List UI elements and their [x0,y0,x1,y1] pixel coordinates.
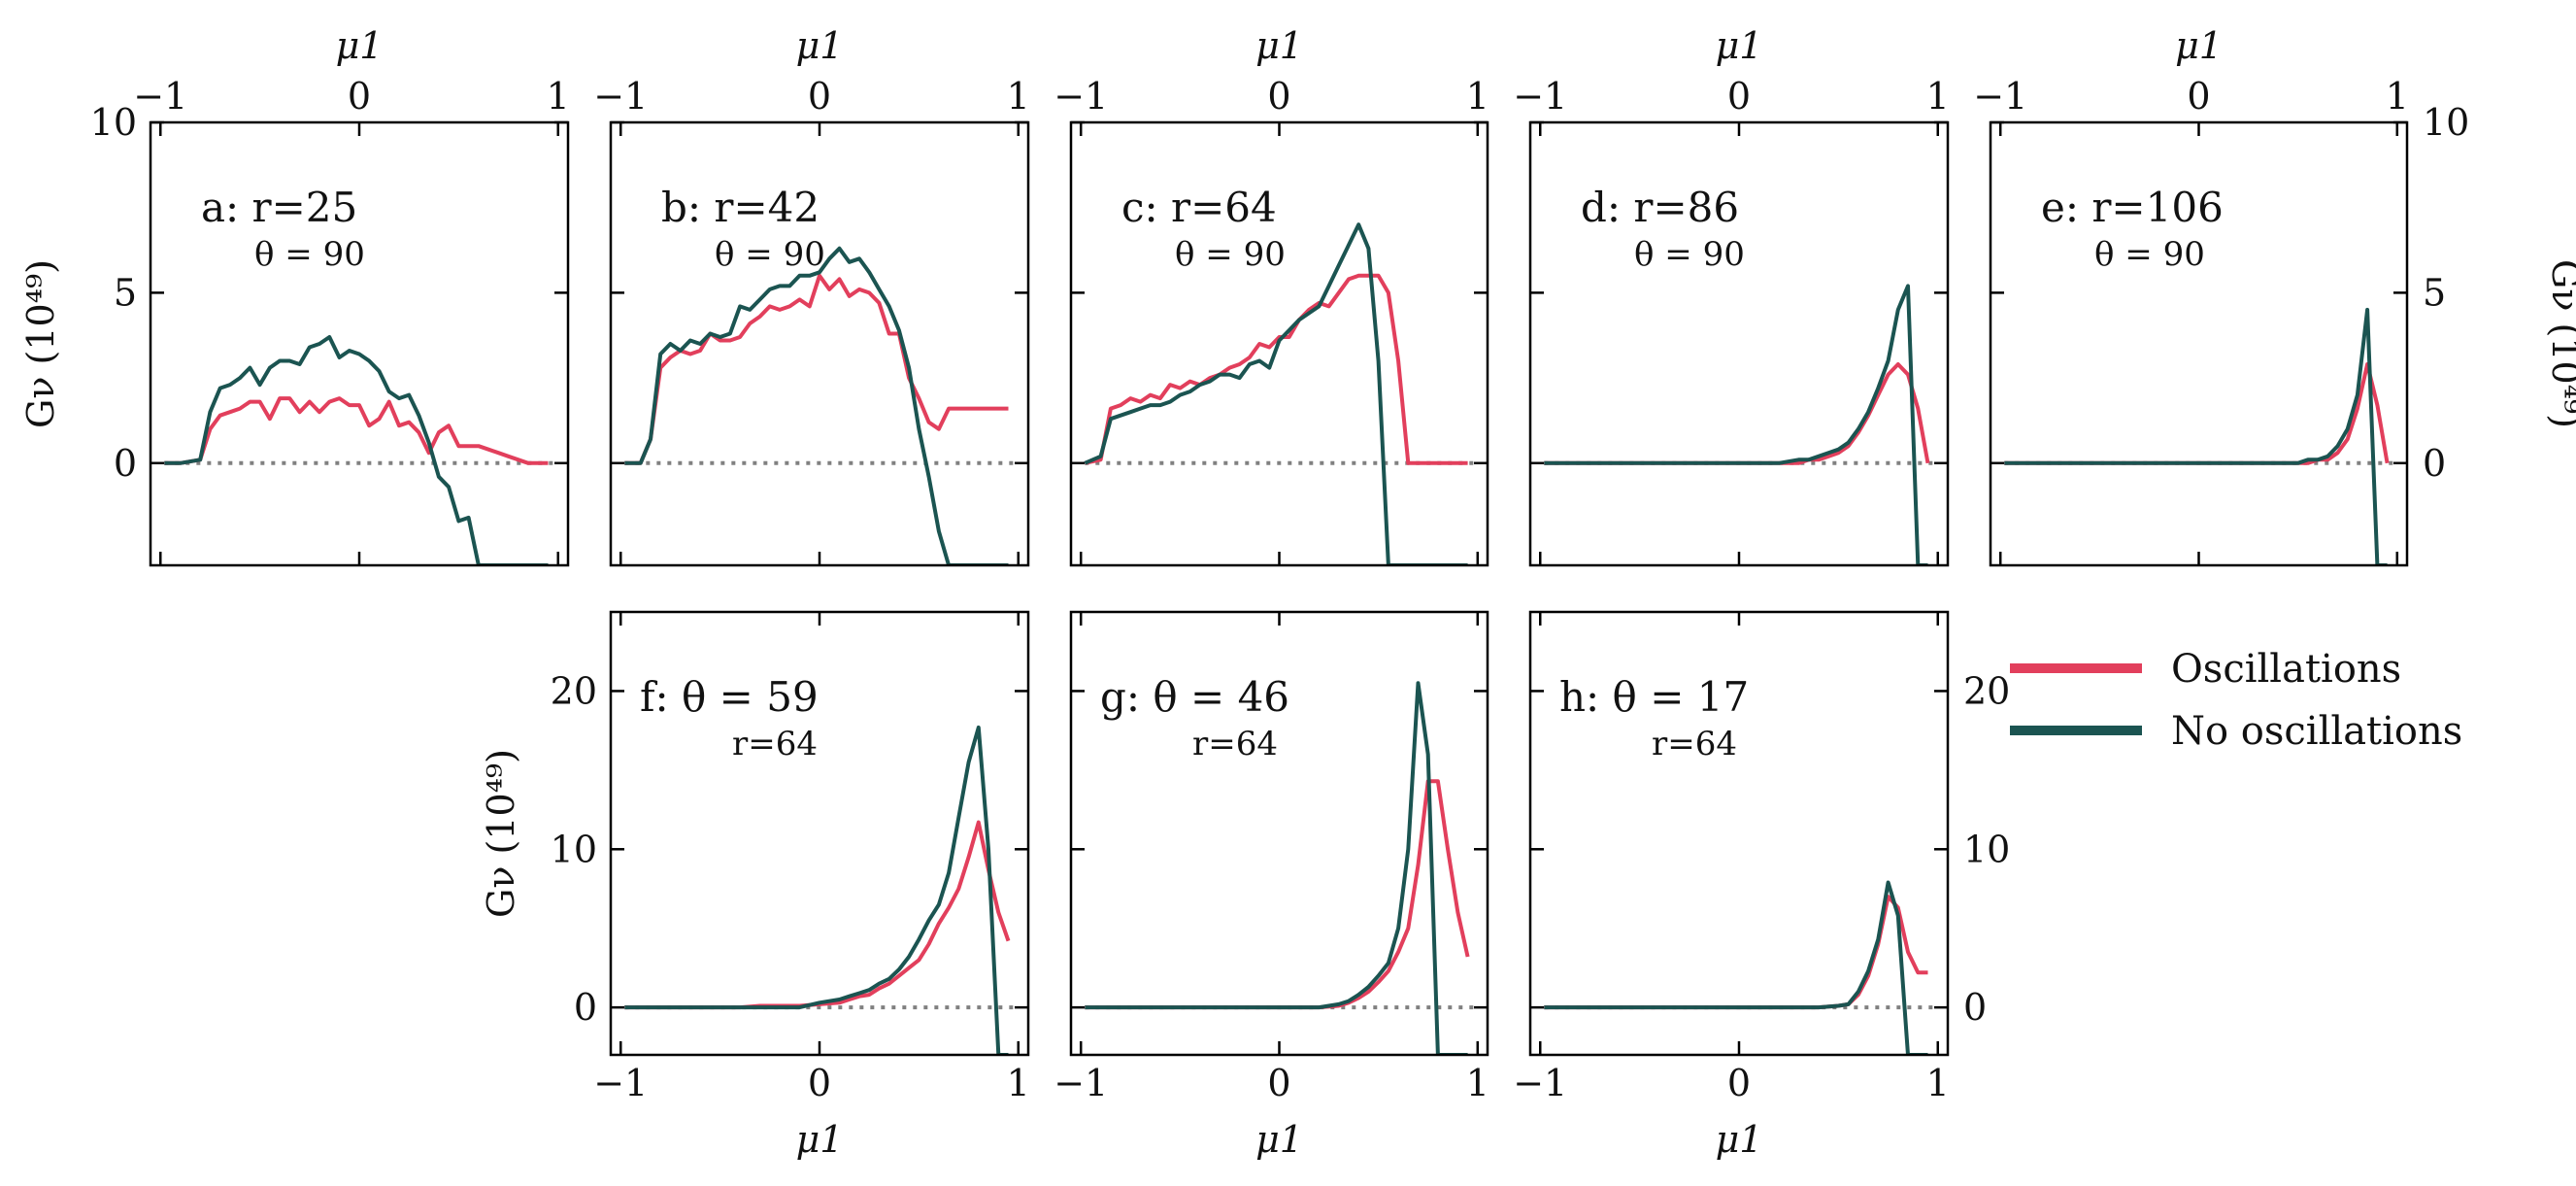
panel-a: −1 0 1 μ1 0 5 10 Gν (10⁴⁹) a: r=25 θ = 90 [19,24,570,567]
x-tick-label: 0 [1267,75,1290,118]
x-tick-label: 0 [1727,1062,1751,1104]
y-tick-label: 10 [90,101,137,144]
series-line-no-oscillations [1084,222,1468,565]
panel-sublabel: r=64 [1192,725,1278,763]
series-group [1084,222,1468,565]
y-axis-label: Gν (10⁴⁹) [2544,259,2576,428]
x-tick-label: 0 [808,75,831,118]
series-line-oscillations [624,273,1009,465]
legend-label-oscillations: Oscillations [2171,647,2401,692]
series-line-no-oscillations [164,335,549,565]
series-line-no-oscillations [1085,681,1468,1055]
panel-label: b: r=42 [661,184,820,231]
x-tick-label: −1 [1054,1062,1108,1104]
panel-g: −1 0 1 μ1 g: θ = 46 r=64 [1054,610,1489,1161]
series-group [1085,681,1470,1055]
panel-sublabel: θ = 90 [254,235,365,274]
x-tick-label: 0 [1727,75,1751,118]
series-line-oscillations [624,820,1011,1010]
panel-label: f: θ = 59 [640,673,819,721]
series-line-oscillations [1544,362,1930,465]
series-group [1544,284,1930,565]
panel-sublabel: θ = 90 [715,235,825,274]
series-line-no-oscillations [624,246,1009,565]
panel-sublabel: θ = 90 [1175,235,1286,274]
series-line-oscillations [164,396,549,465]
x-tick-label: 0 [348,75,371,118]
y-axis-label: Gν (10⁴⁹) [19,259,62,428]
legend-label-no-oscillations: No oscillations [2171,709,2462,754]
y-tick-label: 0 [2423,442,2446,485]
x-tick-label: 0 [1267,1062,1290,1104]
panel-label: a: r=25 [201,184,357,231]
panel-c: −1 0 1 μ1 c: r=64 θ = 90 [1054,24,1489,567]
x-axis-label: μ1 [336,24,384,67]
x-tick-label: 0 [808,1062,831,1104]
legend: Oscillations No oscillations [2010,647,2462,754]
y-tick-label: 0 [1963,986,1987,1029]
x-axis-label: μ1 [796,24,844,67]
y-tick-label: 20 [551,669,597,712]
panel-sublabel: θ = 90 [1634,235,1745,274]
series-line-oscillations [1544,895,1928,1010]
panel-label: e: r=106 [2041,184,2224,231]
x-tick-label: 1 [1466,1062,1489,1104]
panel-sublabel: r=64 [1652,725,1737,763]
x-axis-label: μ1 [1255,1118,1303,1161]
series-line-no-oscillations [624,725,1009,1055]
x-tick-label: 0 [2187,75,2210,118]
x-tick-label: 1 [1007,1062,1030,1104]
y-tick-label: 20 [1963,669,2010,712]
x-tick-label: 1 [2386,75,2409,118]
y-tick-label: 5 [114,271,137,314]
series-group [164,335,549,565]
y-tick-label: 10 [2423,101,2469,144]
x-tick-label: 1 [547,75,570,118]
y-tick-label: 5 [2423,271,2446,314]
x-tick-label: −1 [1513,1062,1567,1104]
y-tick-label: 10 [1963,828,2010,870]
panel-label: d: r=86 [1581,184,1739,231]
y-axis-label: Gν (10⁴⁹) [480,749,522,918]
x-axis-label: μ1 [1716,1118,1763,1161]
x-axis-label: μ1 [1716,24,1763,67]
series-line-oscillations [1084,273,1468,465]
series-group [624,246,1009,565]
x-tick-label: 1 [1007,75,1030,118]
series-group [624,725,1011,1055]
panel-b: −1 0 1 μ1 b: r=42 θ = 90 [593,24,1030,567]
y-tick-label: 0 [114,442,137,485]
panel-label: c: r=64 [1121,184,1277,231]
series-group [2004,307,2390,565]
y-tick-label: 10 [551,828,597,870]
panel-label: h: θ = 17 [1559,673,1749,721]
x-tick-label: 1 [1466,75,1489,118]
series-line-no-oscillations [1544,880,1928,1055]
x-axis-label: μ1 [2175,24,2223,67]
panel-label: g: θ = 46 [1100,673,1289,721]
x-tick-label: 1 [1926,75,1950,118]
x-tick-label: −1 [1513,75,1567,118]
x-tick-label: −1 [593,1062,648,1104]
panel-sublabel: r=64 [732,725,818,763]
panel-sublabel: θ = 90 [2094,235,2205,274]
panel-e: −1 0 1 μ1 0 5 10 Gν (10⁴⁹) e: r=106 θ = 90 [1973,24,2576,567]
x-axis-label: μ1 [1255,24,1303,67]
x-tick-label: −1 [1973,75,2027,118]
panel-f: −1 0 1 μ1 0 10 20 Gν (10⁴⁹) f: θ = 59 r=64 [480,610,1030,1161]
series-line-no-oscillations [1544,284,1928,565]
series-group [1544,880,1928,1055]
x-tick-label: 1 [1926,1062,1950,1104]
panel-d: −1 0 1 μ1 d: r=86 θ = 90 [1513,24,1950,567]
x-tick-label: −1 [133,75,187,118]
y-tick-label: 0 [574,986,597,1029]
series-line-no-oscillations [2004,307,2388,565]
x-axis-label: μ1 [796,1118,844,1161]
x-tick-label: −1 [1054,75,1108,118]
series-line-oscillations [2004,362,2390,465]
x-tick-label: −1 [593,75,648,118]
